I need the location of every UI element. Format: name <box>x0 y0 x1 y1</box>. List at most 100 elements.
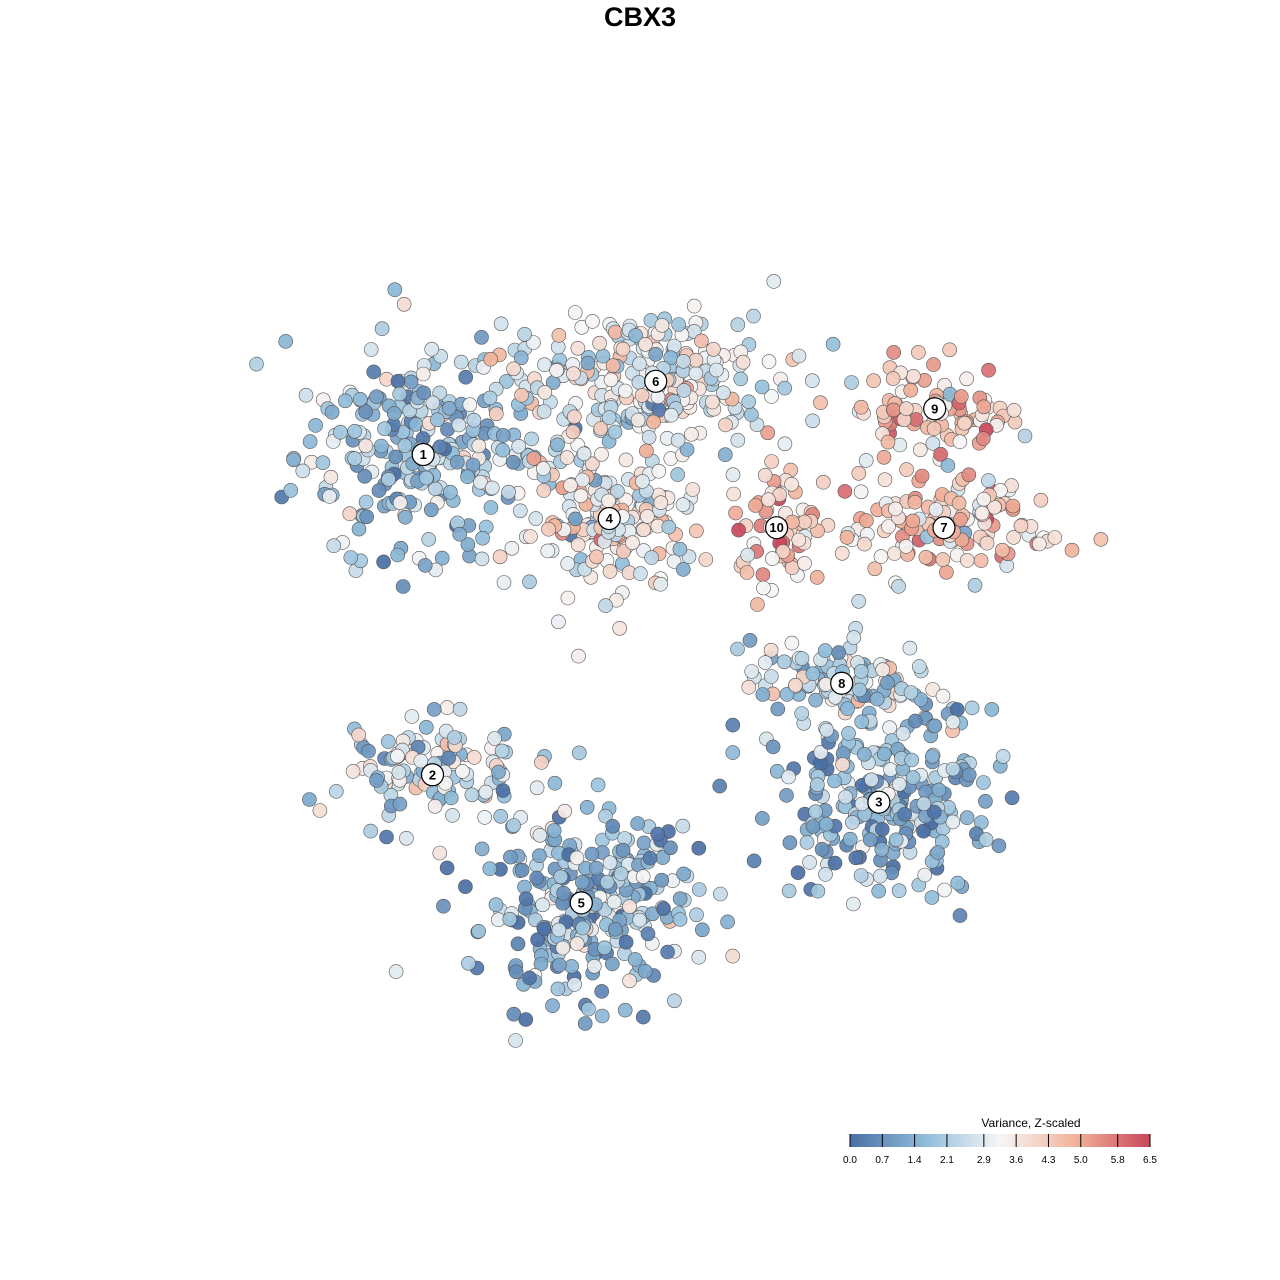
cluster-label-badge <box>597 506 621 531</box>
data-point <box>791 532 807 548</box>
data-point <box>533 956 549 972</box>
data-point <box>926 421 942 437</box>
cluster-label-4: 4 <box>597 506 621 531</box>
data-point <box>575 920 591 936</box>
data-point <box>536 404 552 419</box>
data-point <box>493 808 509 824</box>
data-point <box>482 861 498 877</box>
data-point <box>672 912 688 927</box>
data-point <box>876 746 892 762</box>
data-point <box>630 412 646 428</box>
data-point <box>845 896 861 912</box>
data-point <box>840 701 855 716</box>
data-point <box>676 383 692 398</box>
data-point <box>720 914 735 930</box>
data-point <box>631 375 647 390</box>
data-point <box>295 463 311 479</box>
data-point <box>925 682 941 697</box>
data-point <box>953 512 968 527</box>
data-point <box>452 526 468 542</box>
data-point <box>514 387 529 403</box>
data-point <box>577 1016 593 1031</box>
data-point <box>754 811 770 826</box>
data-point <box>906 368 921 384</box>
data-point <box>814 841 830 857</box>
data-point <box>351 727 367 743</box>
data-point <box>622 899 637 914</box>
data-point <box>841 726 856 741</box>
data-point <box>916 796 932 812</box>
legend-colorbar <box>850 1134 1150 1147</box>
cluster-label-text: 3 <box>875 795 882 810</box>
data-point <box>746 308 761 324</box>
data-point <box>377 421 392 437</box>
cluster-label-badge <box>932 516 956 540</box>
data-point <box>691 882 707 897</box>
data-point <box>684 426 699 442</box>
cluster-label-badge <box>420 763 445 787</box>
data-point <box>449 454 465 470</box>
data-point <box>545 998 560 1014</box>
data-point <box>925 436 941 451</box>
data-point <box>363 342 379 357</box>
data-point <box>478 784 494 800</box>
data-point <box>656 901 671 916</box>
data-point <box>460 537 476 552</box>
data-point <box>462 397 478 413</box>
data-point <box>897 806 913 822</box>
data-point <box>552 957 567 973</box>
cluster-label-9: 9 <box>923 397 947 421</box>
data-point <box>488 897 504 913</box>
data-point <box>959 371 975 387</box>
data-point <box>764 551 780 566</box>
data-point <box>379 829 394 845</box>
data-point <box>782 835 798 851</box>
points-layer <box>249 274 1109 1048</box>
data-point <box>566 366 581 382</box>
data-point <box>794 706 810 721</box>
data-point <box>455 764 470 779</box>
data-point <box>805 819 821 834</box>
data-point <box>586 958 602 974</box>
data-point <box>617 1002 633 1018</box>
data-point <box>358 438 374 454</box>
data-point <box>716 385 731 401</box>
data-point <box>390 373 406 389</box>
data-point <box>945 761 961 777</box>
cluster-label-10: 10 <box>764 516 789 540</box>
data-point <box>704 394 720 410</box>
data-point <box>625 535 640 551</box>
data-point <box>633 566 648 581</box>
data-point <box>337 393 353 409</box>
data-point <box>504 540 520 556</box>
data-point <box>601 410 617 425</box>
data-point <box>874 821 890 837</box>
data-point <box>730 317 746 333</box>
data-point <box>607 324 623 340</box>
data-point <box>853 664 869 679</box>
data-point <box>532 848 547 864</box>
data-point <box>725 467 741 483</box>
data-point <box>924 890 940 905</box>
legend-tick-label: 1.4 <box>908 1155 922 1166</box>
data-point <box>541 521 556 537</box>
data-point <box>761 354 777 369</box>
data-point <box>653 495 669 511</box>
data-point <box>852 682 867 698</box>
data-point <box>594 984 610 999</box>
data-point <box>580 355 596 371</box>
data-point <box>556 885 571 901</box>
data-point <box>763 642 779 658</box>
data-point <box>590 777 606 793</box>
data-point <box>912 442 928 458</box>
data-point <box>634 388 650 403</box>
data-point <box>571 745 587 761</box>
data-point <box>597 940 612 956</box>
data-point <box>474 551 490 567</box>
data-point <box>323 469 339 485</box>
data-point <box>1013 518 1029 534</box>
data-point <box>442 484 458 500</box>
data-point <box>775 544 791 559</box>
data-point <box>522 970 537 986</box>
data-point <box>949 702 965 717</box>
